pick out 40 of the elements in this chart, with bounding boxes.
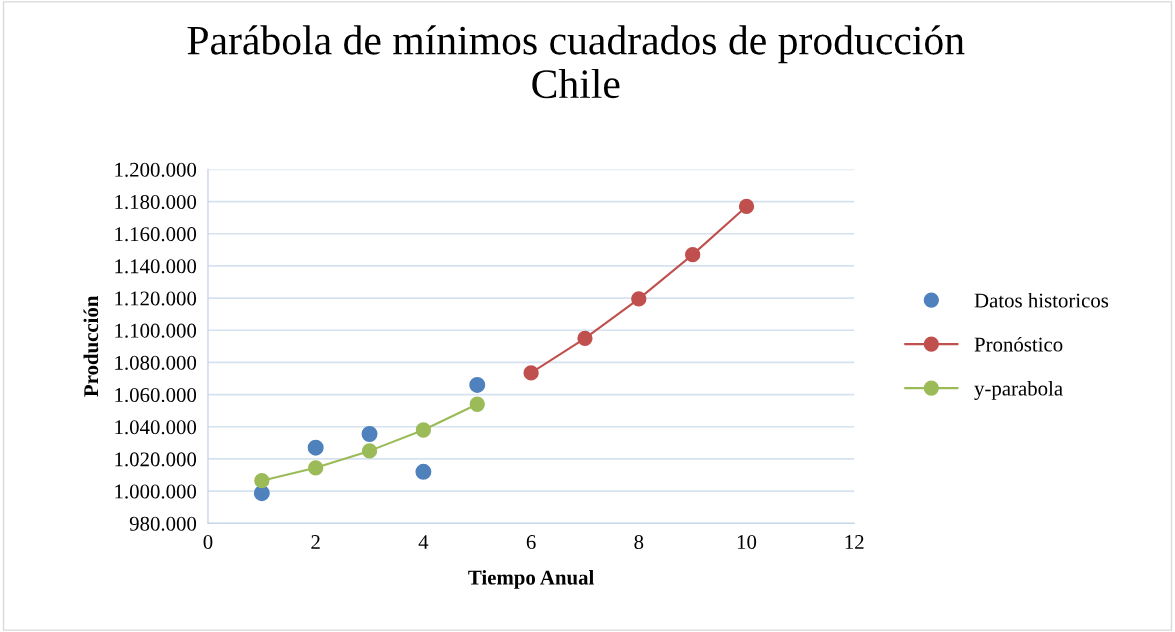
point: [523, 365, 539, 381]
point: [685, 246, 701, 263]
y-axis-title: Producción: [83, 295, 99, 397]
point: [361, 426, 378, 442]
y-tick-label: 1.160.000: [115, 227, 197, 242]
point: [738, 198, 755, 215]
point: [253, 485, 270, 502]
x-axis-title: Tiempo Anual: [468, 569, 594, 589]
legend-label: Datos historicos: [974, 292, 1109, 308]
y-tick-label: 1.000.000: [115, 484, 197, 499]
point: [577, 330, 593, 346]
y-tick-label: 1.200.000: [115, 162, 197, 177]
legend-label: Pronóstico: [974, 336, 1063, 352]
y-tick-label: 1.020.000: [115, 452, 197, 467]
chart-title: Parábola de mínimos cuadrados de producción Chile: [187, 25, 965, 99]
x-tick-label: 12: [845, 535, 864, 549]
y-tick-label: 1.120.000: [115, 291, 197, 306]
y-tick-label: 1.140.000: [115, 259, 197, 274]
point: [307, 439, 324, 456]
point: [308, 460, 324, 476]
x-tick-label: 8: [634, 535, 644, 550]
y-tick-label: 1.100.000: [115, 323, 197, 338]
point: [254, 473, 270, 489]
point: [415, 422, 432, 438]
point: [469, 396, 485, 412]
y-tick-label: 1.060.000: [115, 387, 197, 403]
x-tick-label: 4: [418, 535, 429, 549]
point: [415, 463, 432, 480]
x-tick-label: 6: [526, 535, 536, 550]
x-tick-label: 0: [203, 535, 213, 550]
y-tick-label: 1.040.000: [115, 420, 197, 435]
point: [631, 291, 647, 307]
x-tick-label: 10: [737, 535, 757, 550]
y-tick-label: 980.000: [129, 516, 197, 531]
y-tick-label: 1.080.000: [115, 355, 197, 370]
x-tick-label: 2: [311, 535, 320, 549]
legend-label: y-parabola: [974, 380, 1063, 400]
y-tick-label: 1.180.000: [115, 194, 197, 210]
point: [469, 376, 486, 393]
point: [361, 443, 378, 459]
